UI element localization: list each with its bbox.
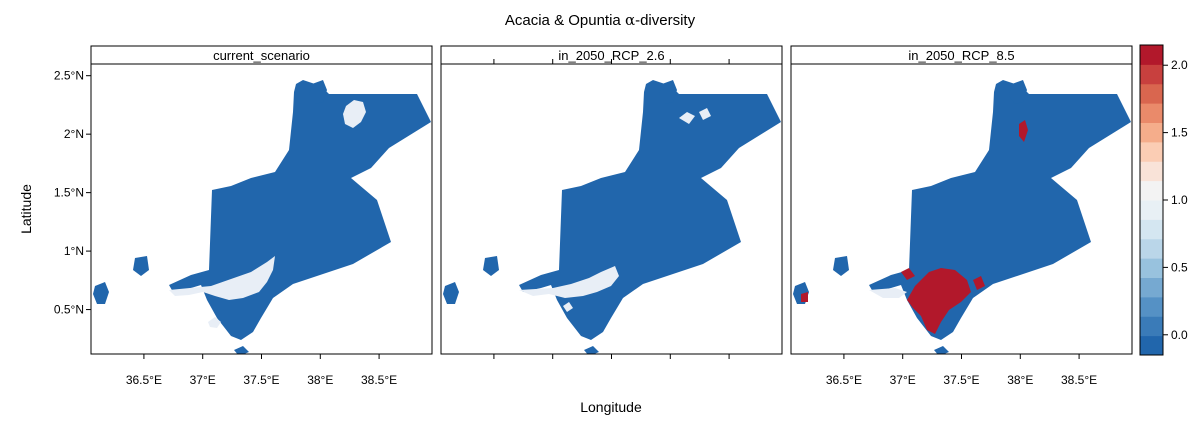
colorbar-segment <box>1140 258 1163 278</box>
x-tick-label: 37.5°E <box>943 373 979 387</box>
colorbar-segment <box>1140 219 1163 240</box>
colorbar-segment <box>1140 296 1163 317</box>
colorbar-segment <box>1140 161 1163 182</box>
panel-title: in_2050_RCP_2.6 <box>558 48 664 63</box>
x-tick-label: 37°E <box>890 373 916 387</box>
x-axis-top-ticks <box>493 59 730 64</box>
colorbar-segment <box>1140 200 1163 220</box>
colorbar-segment <box>1140 180 1163 201</box>
x-tick-label: 38°E <box>307 373 333 387</box>
panel-title: in_2050_RCP_8.5 <box>908 48 1014 63</box>
panel-current-scenario: current_scenario <box>90 45 433 355</box>
x-tick-label: 37°E <box>190 373 216 387</box>
colorbar-tick-label: 0.5 <box>1171 260 1188 274</box>
low-diversity-region <box>169 100 366 328</box>
map-layer <box>93 80 431 354</box>
map-layer <box>443 80 781 354</box>
y-tick-label: 2°N <box>64 127 84 141</box>
x-axis-label: Longitude <box>580 399 642 415</box>
x-tick-label: 38°E <box>1007 373 1033 387</box>
y-axis-label: Latitude <box>18 184 34 234</box>
panel-in-2050-rcp-2-6: in_2050_RCP_2.6 <box>440 45 783 355</box>
colorbar-segment <box>1140 122 1163 143</box>
colorbar-tick-label: 2.0 <box>1171 58 1188 72</box>
y-axis: 0.5°N 1°N 1.5°N 2°N 2.5°N <box>54 69 91 317</box>
x-tick-label: 36.5°E <box>126 373 162 387</box>
colorbar-segment <box>1140 64 1163 85</box>
map-layer <box>793 80 1131 354</box>
colorbar-tick-label: 1.5 <box>1171 126 1188 140</box>
low-diversity-region <box>869 288 907 298</box>
colorbar-segment <box>1140 335 1163 356</box>
colorbar: 0.0 0.5 1.0 1.5 2.0 <box>1139 44 1188 356</box>
panel-in-2050-rcp-8-5: in_2050_RCP_8.5 <box>790 45 1133 355</box>
x-tick-label: 36.5°E <box>826 373 862 387</box>
alpha-symbol: α <box>625 11 635 29</box>
colorbar-tick-label: 1.0 <box>1171 193 1188 207</box>
y-tick-label: 1°N <box>64 244 84 258</box>
colorbar-segment <box>1140 141 1163 162</box>
colorbar-segment <box>1140 103 1163 123</box>
colorbar-tick-label: 0.0 <box>1171 328 1188 342</box>
y-tick-label: 2.5°N <box>54 69 84 83</box>
colorbar-segment <box>1140 238 1163 259</box>
panel-title: current_scenario <box>213 48 310 63</box>
colorbar-segment <box>1140 277 1163 298</box>
x-tick-label: 38.5°E <box>361 373 397 387</box>
x-axis: 36.5°E 37°E 37.5°E 38°E 38.5°E 36.5°E 37°E 37.5… <box>126 354 1097 387</box>
colorbar-segment <box>1140 45 1163 65</box>
low-diversity-region <box>519 108 711 312</box>
y-tick-label: 1.5°N <box>54 186 84 200</box>
high-diversity-region <box>801 120 1028 334</box>
figure-title: Acacia & Opuntia α-diversity <box>505 11 696 29</box>
y-tick-label: 0.5°N <box>54 303 84 317</box>
colorbar-segment <box>1140 83 1163 104</box>
colorbar-segment <box>1140 316 1163 337</box>
x-tick-label: 38.5°E <box>1061 373 1097 387</box>
x-tick-label: 37.5°E <box>243 373 279 387</box>
